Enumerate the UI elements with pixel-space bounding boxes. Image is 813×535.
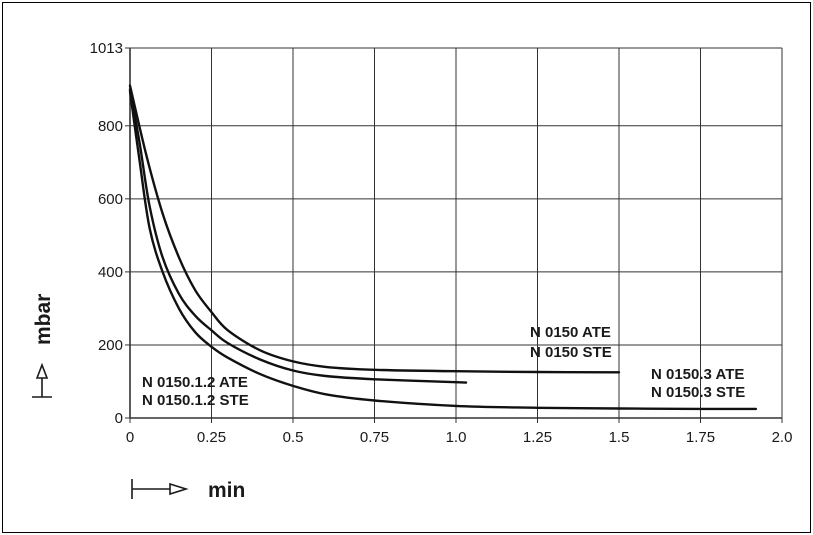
- x-tick-label: 0: [126, 429, 134, 446]
- x-tick-label: 1.75: [686, 429, 715, 446]
- label-n0150-3-ate: N 0150.3 ATE: [651, 366, 744, 383]
- series-line-0: [128, 84, 621, 374]
- x-tick-label: 0.5: [283, 429, 304, 446]
- y-tick-label: 800: [98, 118, 123, 135]
- x-tick-label: 2.0: [772, 429, 793, 446]
- label-n0150-3-ste: N 0150.3 STE: [651, 384, 745, 401]
- curves: [128, 84, 758, 411]
- grid: [129, 47, 783, 419]
- x-tick-label: 1.5: [609, 429, 630, 446]
- y-tick-labels: 0 200 400 600 800 1013: [90, 40, 130, 427]
- y-arrow-icon: [32, 362, 52, 398]
- x-axis-label: min: [208, 479, 245, 502]
- label-n0150-1-2-ate: N 0150.1.2 ATE: [142, 374, 248, 391]
- x-tick-label: 0.25: [197, 429, 226, 446]
- x-tick-labels: 0 0.25 0.5 0.75 1.0 1.25 1.5 1.75 2.0: [126, 418, 793, 446]
- x-tick-label: 1.25: [523, 429, 552, 446]
- x-arrow-icon: [131, 479, 189, 499]
- y-tick-label: 1013: [90, 40, 123, 57]
- label-n0150-ste: N 0150 STE: [530, 344, 612, 361]
- series-line-1: [128, 88, 468, 384]
- y-tick-label: 400: [98, 264, 123, 281]
- y-axis-label: mbar: [32, 294, 55, 345]
- label-n0150-ate: N 0150 ATE: [530, 324, 611, 341]
- y-axis-title: mbar: [32, 294, 55, 398]
- x-tick-label: 1.0: [446, 429, 467, 446]
- x-axis-title: min: [131, 479, 245, 502]
- y-tick-label: 0: [115, 410, 123, 427]
- label-n0150-1-2-ste: N 0150.1.2 STE: [142, 392, 249, 409]
- y-tick-label: 600: [98, 191, 123, 208]
- x-tick-label: 0.75: [360, 429, 389, 446]
- y-tick-label: 200: [98, 337, 123, 354]
- series-line-2: [128, 89, 758, 411]
